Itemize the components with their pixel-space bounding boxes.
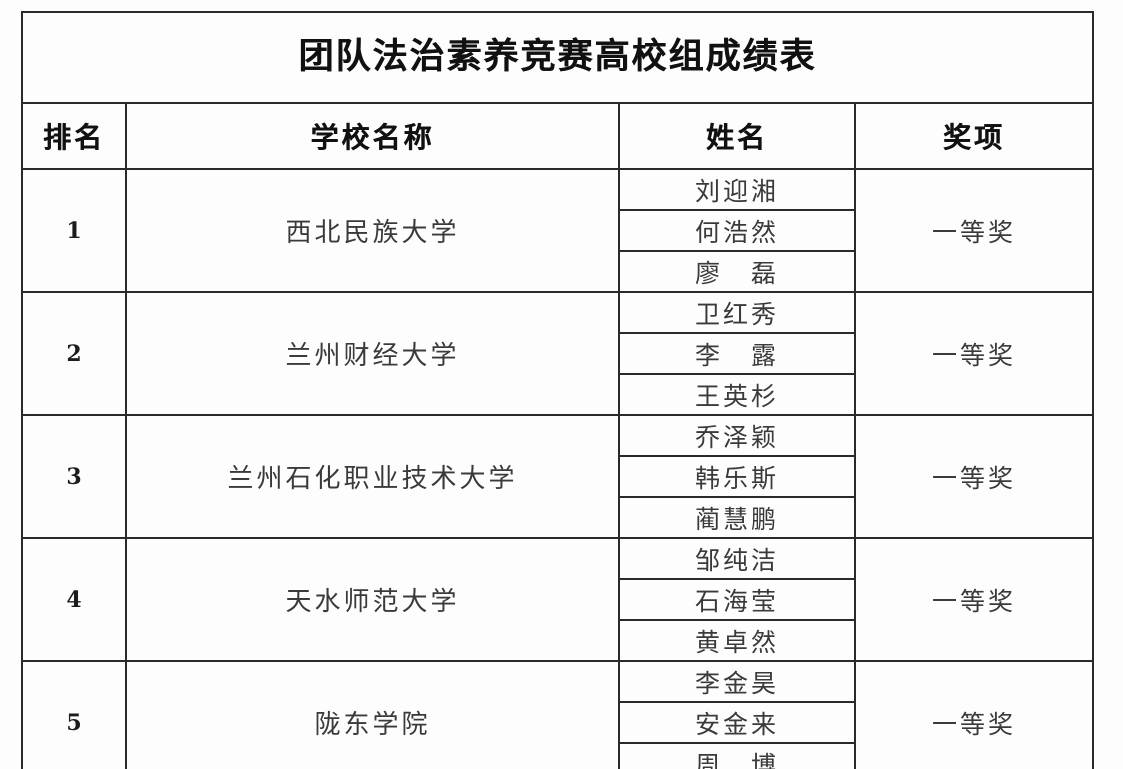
name-slot: 李金昊 <box>620 662 854 703</box>
award-value: 一等奖 <box>932 709 1017 739</box>
member-name: 黄卓然 <box>694 627 779 657</box>
cell-school: 陇东学院 <box>125 660 620 769</box>
name-stack: 刘迎湘 何浩然 廖 磊 <box>620 170 854 291</box>
cell-school: 兰州财经大学 <box>125 291 620 416</box>
member-name: 周 博 <box>694 750 779 769</box>
school-name: 兰州财经大学 <box>285 341 460 371</box>
name-slot: 李 露 <box>620 333 854 375</box>
cell-school: 西北民族大学 <box>125 168 620 293</box>
cell-award: 一等奖 <box>853 291 1095 416</box>
table-row: 4 天水师范大学 邹纯洁 石海莹 黄卓然 一等奖 <box>21 537 1095 662</box>
column-header-rank-label: 排名 <box>42 121 105 154</box>
name-slot: 周 博 <box>620 743 854 769</box>
school-name: 兰州石化职业技术大学 <box>227 464 518 494</box>
name-slot: 刘迎湘 <box>620 170 854 211</box>
name-slot: 卫红秀 <box>620 293 854 334</box>
name-slot: 王英杉 <box>620 374 854 414</box>
rank-value: 2 <box>66 340 82 367</box>
name-slot: 安金来 <box>620 702 854 744</box>
award-value: 一等奖 <box>932 463 1017 493</box>
name-slot: 黄卓然 <box>620 620 854 660</box>
column-header-award-label: 奖项 <box>943 121 1006 154</box>
member-name: 石海莹 <box>694 586 779 616</box>
cell-names: 刘迎湘 何浩然 廖 磊 <box>618 168 856 293</box>
member-name: 蔺慧鹏 <box>694 504 779 534</box>
award-value: 一等奖 <box>932 340 1017 370</box>
score-table-body: 团队法治素养竞赛高校组成绩表 排名 学校名称 姓名 奖项 <box>20 11 1095 769</box>
cell-rank: 3 <box>21 414 127 539</box>
school-name: 陇东学院 <box>314 710 431 740</box>
rank-value: 3 <box>66 463 82 490</box>
column-header-award: 奖项 <box>853 102 1095 170</box>
table-row: 1 西北民族大学 刘迎湘 何浩然 廖 磊 一等奖 <box>21 168 1095 293</box>
title-row: 团队法治素养竞赛高校组成绩表 <box>20 11 1095 104</box>
cell-names: 乔泽颖 韩乐斯 蔺慧鹏 <box>618 414 856 539</box>
cell-school: 天水师范大学 <box>125 537 620 662</box>
award-value: 一等奖 <box>932 217 1017 247</box>
table-row: 3 兰州石化职业技术大学 乔泽颖 韩乐斯 蔺慧鹏 一等奖 <box>21 414 1095 539</box>
name-stack: 乔泽颖 韩乐斯 蔺慧鹏 <box>620 416 854 537</box>
name-slot: 韩乐斯 <box>620 456 854 498</box>
page-title: 团队法治素养竞赛高校组成绩表 <box>298 36 817 78</box>
cell-school: 兰州石化职业技术大学 <box>125 414 620 539</box>
cell-award: 一等奖 <box>853 537 1095 662</box>
name-stack: 卫红秀 李 露 王英杉 <box>620 293 854 414</box>
cell-rank: 1 <box>21 168 127 293</box>
name-slot: 蔺慧鹏 <box>620 497 854 537</box>
rank-value: 5 <box>66 709 82 736</box>
member-name: 李金昊 <box>694 668 779 698</box>
name-slot: 廖 磊 <box>620 251 854 291</box>
cell-names: 邹纯洁 石海莹 黄卓然 <box>618 537 856 662</box>
name-slot: 邹纯洁 <box>620 539 854 580</box>
cell-rank: 5 <box>21 660 127 769</box>
cell-award: 一等奖 <box>853 414 1095 539</box>
rank-value: 4 <box>66 586 82 613</box>
cell-award: 一等奖 <box>853 660 1095 769</box>
name-stack: 李金昊 安金来 周 博 <box>620 662 854 769</box>
member-name: 王英杉 <box>694 381 779 411</box>
column-header-name: 姓名 <box>618 102 856 170</box>
column-header-school-label: 学校名称 <box>310 121 435 154</box>
table-row: 2 兰州财经大学 卫红秀 李 露 王英杉 一等奖 <box>21 291 1095 416</box>
column-header-rank: 排名 <box>21 102 127 170</box>
member-name: 韩乐斯 <box>694 463 779 493</box>
name-stack: 邹纯洁 石海莹 黄卓然 <box>620 539 854 660</box>
column-header-school: 学校名称 <box>125 102 620 170</box>
member-name: 邹纯洁 <box>694 545 779 575</box>
cell-rank: 4 <box>21 537 127 662</box>
name-slot: 何浩然 <box>620 210 854 252</box>
member-name: 安金来 <box>694 709 779 739</box>
cell-rank: 2 <box>21 291 127 416</box>
rank-value: 1 <box>66 217 82 244</box>
member-name: 李 露 <box>694 340 779 370</box>
score-table: 团队法治素养竞赛高校组成绩表 排名 学校名称 姓名 奖项 <box>20 11 1095 769</box>
table-header-row: 排名 学校名称 姓名 奖项 <box>21 102 1095 170</box>
cell-names: 李金昊 安金来 周 博 <box>618 660 856 769</box>
award-value: 一等奖 <box>932 586 1017 616</box>
member-name: 廖 磊 <box>694 258 779 288</box>
member-name: 何浩然 <box>694 217 779 247</box>
cell-award: 一等奖 <box>853 168 1095 293</box>
column-header-name-label: 姓名 <box>705 121 768 154</box>
name-slot: 乔泽颖 <box>620 416 854 457</box>
document-title-cell: 团队法治素养竞赛高校组成绩表 <box>20 11 1095 104</box>
member-name: 卫红秀 <box>694 299 779 329</box>
school-name: 天水师范大学 <box>285 587 460 617</box>
member-name: 乔泽颖 <box>694 422 779 452</box>
cell-names: 卫红秀 李 露 王英杉 <box>618 291 856 416</box>
table-row: 5 陇东学院 李金昊 安金来 周 博 一等奖 <box>21 660 1095 769</box>
school-name: 西北民族大学 <box>285 218 460 248</box>
name-slot: 石海莹 <box>620 579 854 621</box>
member-name: 刘迎湘 <box>694 176 779 206</box>
